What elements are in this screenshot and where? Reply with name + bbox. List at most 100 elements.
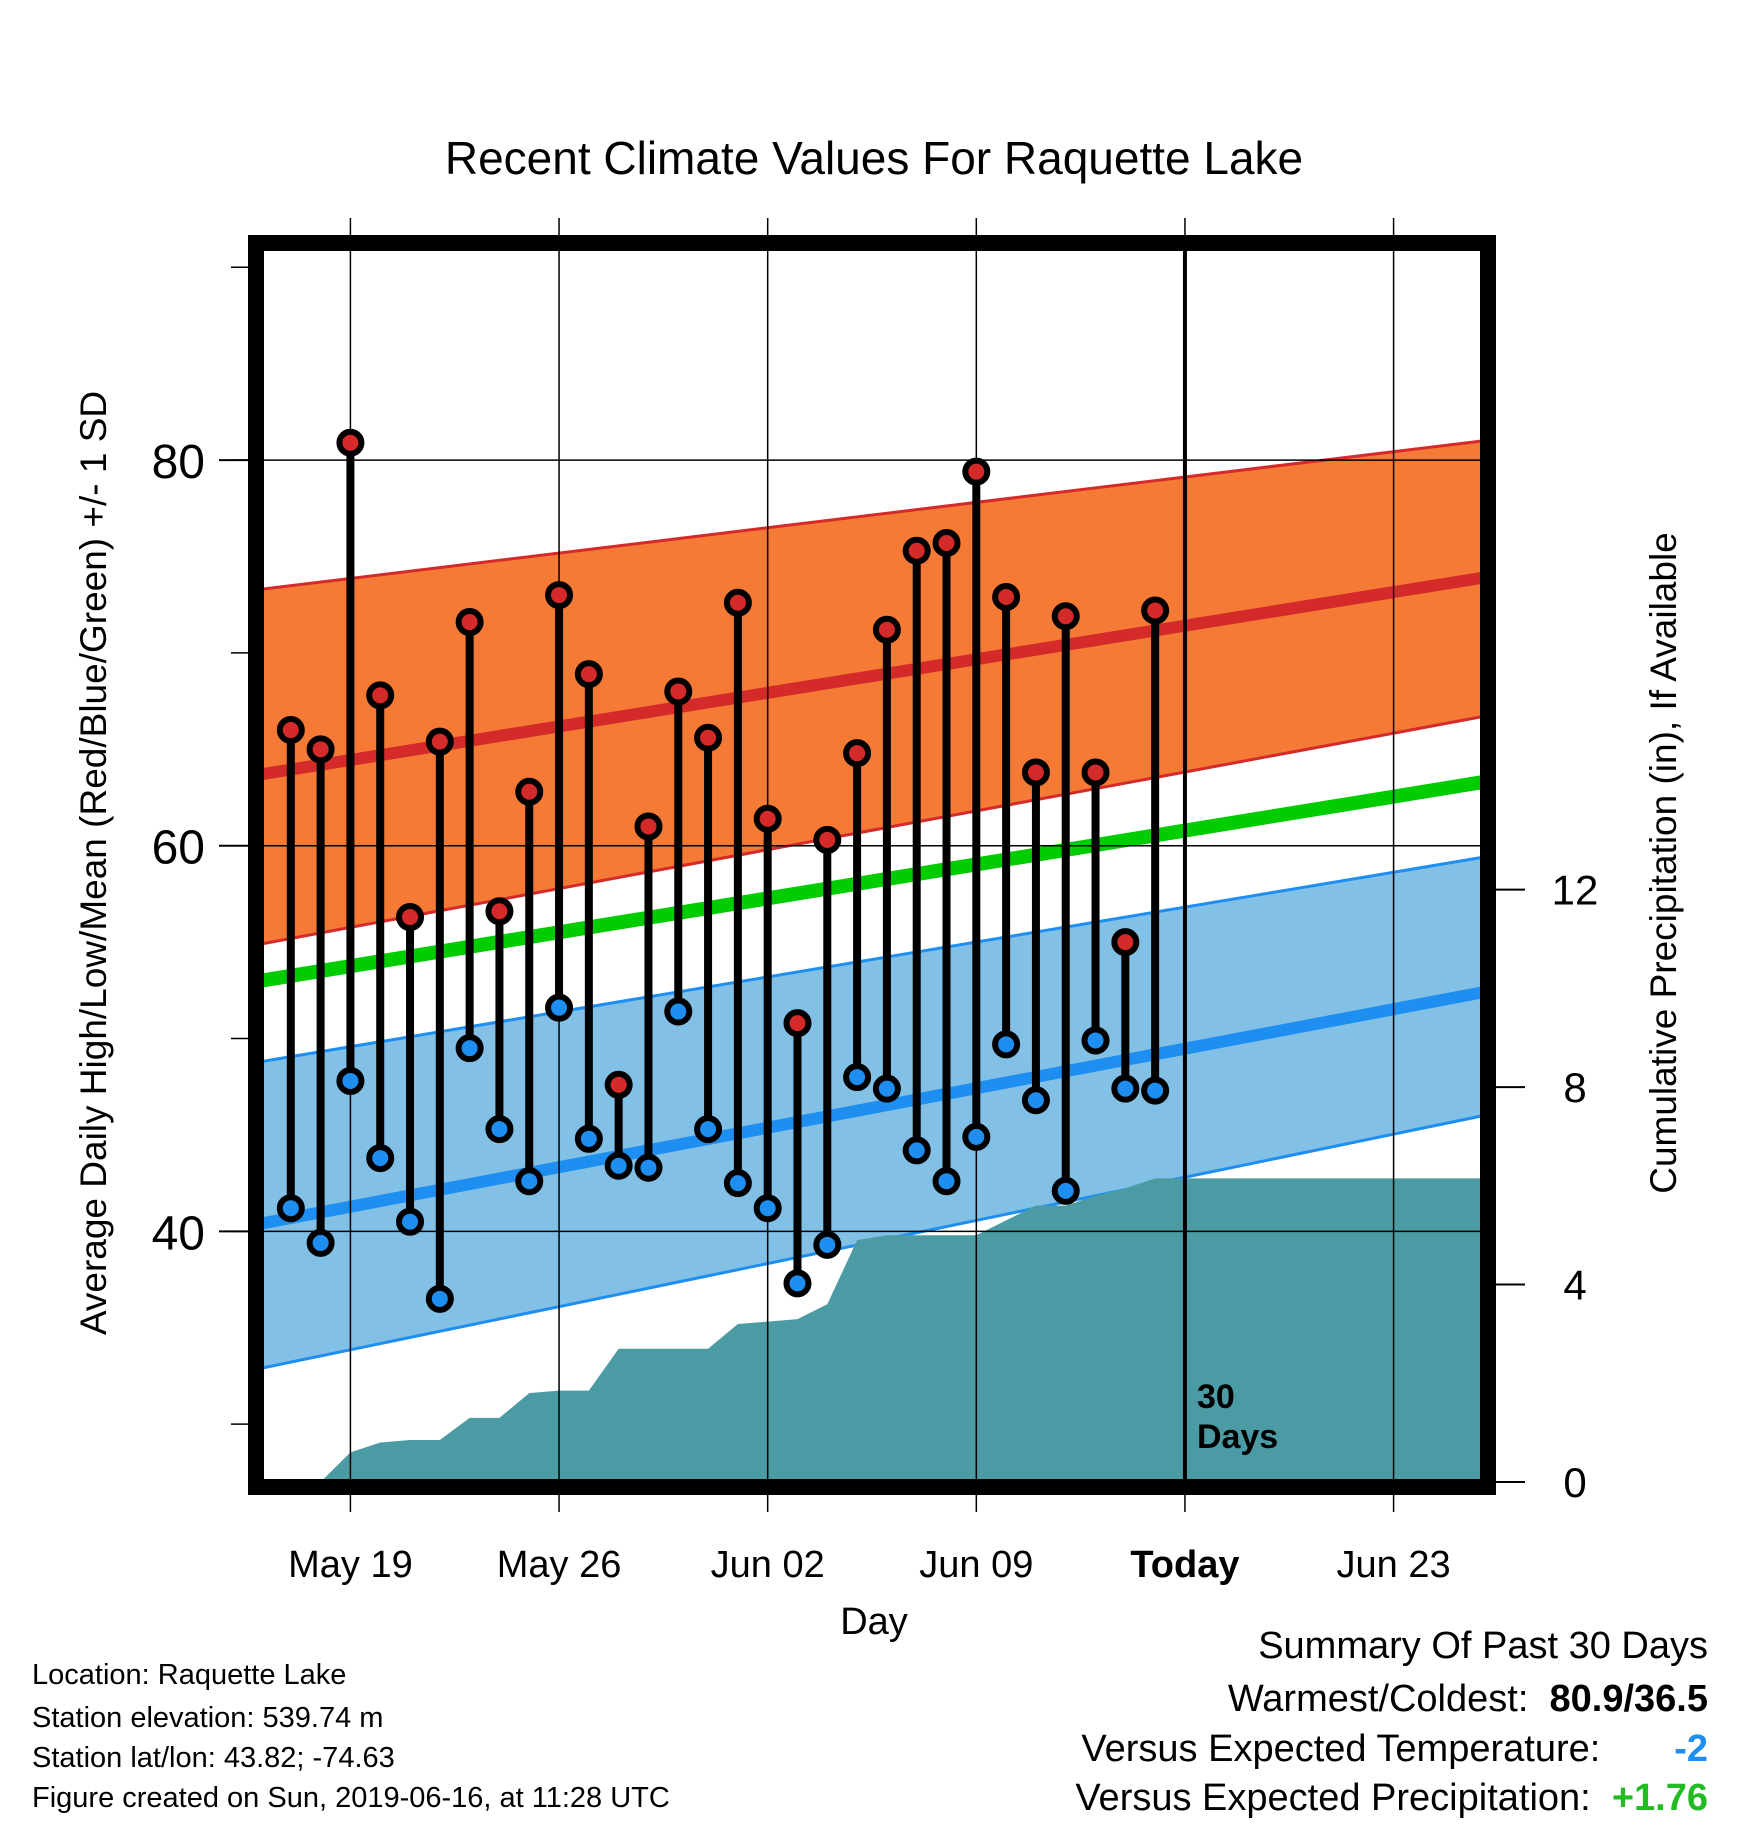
observed-low-point bbox=[604, 1151, 633, 1180]
observed-low-point bbox=[843, 1063, 872, 1092]
observed-low-point bbox=[1141, 1076, 1170, 1105]
observed-high-point bbox=[783, 1009, 812, 1038]
observed-high-point bbox=[306, 735, 335, 764]
observed-high-point bbox=[694, 723, 723, 752]
x-tick-label: Jun 23 bbox=[1337, 1544, 1451, 1586]
temp-value: -2 bbox=[1674, 1728, 1708, 1770]
y2-axis-label: Cumulative Precipitation (in), If Availa… bbox=[1643, 532, 1684, 1194]
high-mean-line bbox=[261, 571, 1483, 781]
observed-low-point bbox=[634, 1153, 663, 1182]
observed-low-point bbox=[1051, 1176, 1080, 1205]
observed-low-point bbox=[872, 1074, 901, 1103]
observed-low-point bbox=[992, 1030, 1021, 1059]
observed-high-point bbox=[902, 536, 931, 565]
observed-low-point bbox=[545, 993, 574, 1022]
observed-high-point bbox=[455, 608, 484, 637]
observed-low-point bbox=[425, 1284, 454, 1313]
plot-interior bbox=[261, 248, 1483, 1482]
observed-high-point bbox=[992, 582, 1021, 611]
observed-high-point bbox=[932, 529, 961, 558]
y-tick-label: 40 bbox=[152, 1207, 205, 1260]
observed-low-point bbox=[366, 1144, 395, 1173]
observed-low-point bbox=[306, 1228, 335, 1257]
y-tick-label: 80 bbox=[152, 436, 205, 489]
observed-low-point bbox=[574, 1124, 603, 1153]
y-axis-label: Average Daily High/Low/Mean (Red/Blue/Gr… bbox=[73, 391, 114, 1335]
summary-precip: Versus Expected Precipitation: +1.76 bbox=[1075, 1779, 1708, 1817]
observed-high-point bbox=[664, 677, 693, 706]
summary-warmest: Warmest/Coldest: 80.9/36.5 bbox=[1228, 1680, 1708, 1718]
elevation-text: Station elevation: 539.74 m bbox=[32, 1702, 384, 1734]
observed-high-point bbox=[574, 660, 603, 689]
latlon-text: Station lat/lon: 43.82; -74.63 bbox=[32, 1742, 395, 1774]
observed-high-point bbox=[843, 739, 872, 768]
observed-low-point bbox=[455, 1034, 484, 1063]
observed-low-point bbox=[694, 1115, 723, 1144]
observed-low-point bbox=[336, 1066, 365, 1095]
location-text: Location: Raquette Lake bbox=[32, 1659, 347, 1691]
observed-low-point bbox=[932, 1167, 961, 1196]
observed-high-point bbox=[425, 727, 454, 756]
observed-low-point bbox=[783, 1269, 812, 1298]
x-tick-label: Today bbox=[1130, 1544, 1239, 1586]
y2-tick-label: 12 bbox=[1552, 867, 1599, 914]
observed-high-point bbox=[634, 812, 663, 841]
high-lower-line bbox=[261, 715, 1483, 946]
observed-high-point bbox=[1021, 758, 1050, 787]
observed-low-point bbox=[723, 1169, 752, 1198]
observed-high-point bbox=[515, 777, 544, 806]
x-tick-label: Jun 09 bbox=[919, 1544, 1033, 1586]
observed-high-point bbox=[396, 903, 425, 932]
observed-high-point bbox=[1081, 758, 1110, 787]
x-tick-label: Jun 02 bbox=[711, 1544, 825, 1586]
observed-low-point bbox=[1111, 1074, 1140, 1103]
x-tick-label: May 19 bbox=[288, 1544, 413, 1586]
plot-frame bbox=[248, 235, 1496, 1495]
low-mean-line bbox=[261, 986, 1483, 1230]
mean-line bbox=[261, 775, 1483, 988]
observed-high-point bbox=[1111, 928, 1140, 957]
observed-high-point bbox=[872, 615, 901, 644]
chart-title: Recent Climate Values For Raquette Lake bbox=[445, 132, 1303, 184]
observed-low-point bbox=[1021, 1086, 1050, 1115]
observed-high-point bbox=[336, 428, 365, 457]
summary-heading: Summary Of Past 30 Days bbox=[1258, 1625, 1708, 1667]
high-normal-band bbox=[261, 440, 1483, 945]
warmest-label: Warmest/Coldest: bbox=[1227, 1678, 1529, 1720]
observed-high-point bbox=[276, 716, 305, 745]
observed-low-point bbox=[515, 1167, 544, 1196]
observed-high-point bbox=[962, 457, 991, 486]
high-upper-line bbox=[261, 439, 1483, 591]
temp-label: Versus Expected Temperature: bbox=[1081, 1728, 1601, 1770]
y2-tick-label: 8 bbox=[1563, 1064, 1586, 1111]
warmest-value: 80.9/36.5 bbox=[1549, 1678, 1708, 1720]
observed-high-point bbox=[1051, 602, 1080, 631]
observed-high-point bbox=[485, 897, 514, 926]
observed-low-point bbox=[1081, 1026, 1110, 1055]
observed-low-point bbox=[276, 1194, 305, 1223]
summary-temp: Versus Expected Temperature: -2 bbox=[1081, 1730, 1708, 1768]
x-axis-label: Day bbox=[840, 1601, 908, 1643]
low-upper-line bbox=[261, 855, 1483, 1064]
created-text: Figure created on Sun, 2019-06-16, at 11… bbox=[32, 1782, 670, 1814]
observed-high-point bbox=[723, 588, 752, 617]
y-tick-label: 60 bbox=[152, 822, 205, 875]
today-days-label: 30 Days bbox=[1197, 1378, 1278, 1456]
observed-high-point bbox=[366, 681, 395, 710]
y2-tick-label: 4 bbox=[1563, 1262, 1586, 1309]
x-tick-label: May 26 bbox=[497, 1544, 622, 1586]
observed-high-point bbox=[1141, 596, 1170, 625]
precip-label: Versus Expected Precipitation: bbox=[1075, 1777, 1591, 1819]
observed-low-point bbox=[485, 1115, 514, 1144]
observed-low-point bbox=[396, 1207, 425, 1236]
observed-low-point bbox=[813, 1230, 842, 1259]
precip-value: +1.76 bbox=[1611, 1777, 1708, 1819]
observed-low-point bbox=[902, 1136, 931, 1165]
observed-low-point bbox=[664, 997, 693, 1026]
observed-high-point bbox=[545, 581, 574, 610]
y2-tick-label: 0 bbox=[1563, 1459, 1586, 1506]
observed-low-point bbox=[962, 1122, 991, 1151]
observed-high-point bbox=[813, 825, 842, 854]
observed-high-point bbox=[753, 804, 782, 833]
